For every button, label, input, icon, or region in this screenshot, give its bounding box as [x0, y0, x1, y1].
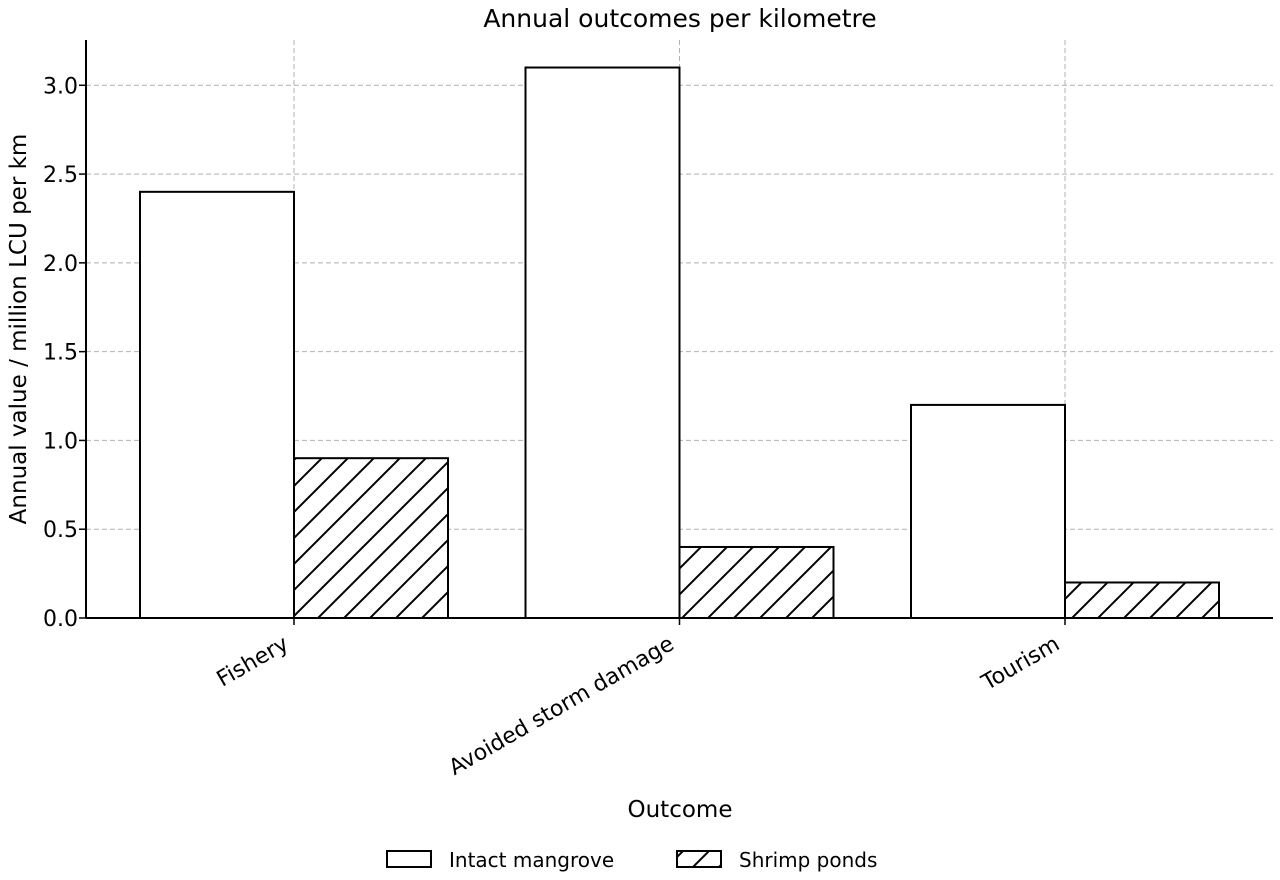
- bar-tourism-shrimp-ponds: [1064, 581, 1220, 620]
- legend-swatch-shrimp-ponds: [676, 850, 722, 868]
- y-tick-label: 0.0: [43, 607, 78, 632]
- y-tick-label: 2.5: [43, 163, 78, 188]
- legend-label-shrimp-ponds: Shrimp ponds: [739, 848, 877, 872]
- bar-fishery-shrimp-ponds: [293, 457, 449, 619]
- y-tick-label: 1.5: [43, 341, 78, 366]
- x-tick-label-tourism: Tourism: [977, 632, 1064, 697]
- bar-fishery-intact-mangrove: [139, 190, 295, 619]
- y-tick-label: 1.0: [43, 429, 78, 454]
- bar-tourism-intact-mangrove: [910, 403, 1066, 619]
- y-axis-title: Annual value / million LCU per km: [6, 134, 32, 525]
- x-tick-label-avoided-storm-damage: Avoided storm damage: [445, 632, 679, 781]
- chart-title: Annual outcomes per kilometre: [483, 4, 876, 33]
- bar-avoided-storm-damage-shrimp-ponds: [678, 545, 835, 620]
- x-axis-title: Outcome: [628, 797, 733, 823]
- legend-swatch-intact-mangrove: [386, 850, 432, 868]
- legend: Intact mangrove Shrimp ponds: [386, 848, 877, 872]
- bars: [139, 66, 1220, 620]
- axes: [79, 40, 1273, 625]
- y-tick-label: 2.0: [43, 252, 78, 277]
- y-tick-label: 3.0: [43, 74, 78, 99]
- x-tick-label-fishery: Fishery: [213, 632, 293, 693]
- bar-avoided-storm-damage-intact-mangrove: [524, 66, 681, 620]
- legend-item-intact-mangrove: Intact mangrove: [386, 848, 614, 872]
- legend-item-shrimp-ponds: Shrimp ponds: [676, 848, 877, 872]
- y-tick-label: 0.5: [43, 518, 78, 543]
- legend-label-intact-mangrove: Intact mangrove: [449, 848, 614, 872]
